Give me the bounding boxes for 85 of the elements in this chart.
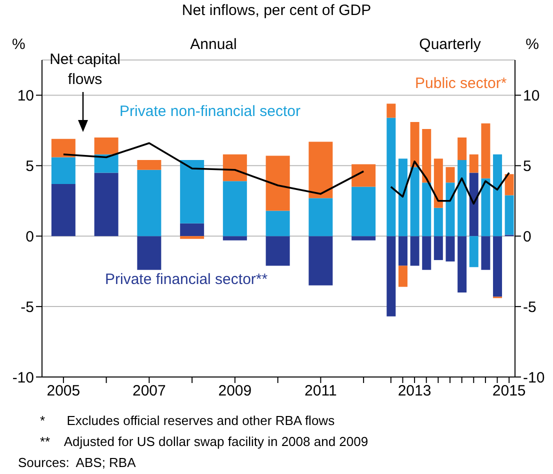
source-note: Sources: ABS; RBA bbox=[18, 455, 136, 470]
text: Private non-financial sector bbox=[118, 102, 302, 122]
y-axis-title: % bbox=[526, 36, 539, 53]
bar bbox=[410, 167, 420, 236]
x-tick-label: 2007 bbox=[132, 382, 166, 400]
x-tick-label: 2011 bbox=[304, 382, 337, 400]
bar bbox=[308, 198, 333, 236]
text: Net capital flows bbox=[48, 50, 122, 90]
x-tick-label: 2013 bbox=[398, 382, 432, 400]
bar bbox=[137, 236, 162, 270]
series-label: Public sector* bbox=[415, 74, 508, 94]
bar bbox=[493, 236, 502, 297]
bar bbox=[504, 174, 514, 196]
bar bbox=[352, 186, 376, 236]
bar bbox=[422, 129, 432, 183]
bar bbox=[51, 138, 76, 158]
text: * Excludes official reserves and other RBA flows bbox=[40, 413, 335, 428]
x-tick-label: 2015 bbox=[492, 382, 526, 400]
bar bbox=[469, 154, 478, 173]
bar bbox=[410, 236, 420, 266]
bar bbox=[308, 142, 333, 198]
bar bbox=[51, 157, 76, 184]
bar bbox=[422, 182, 432, 236]
bar bbox=[481, 178, 490, 236]
bar bbox=[386, 118, 396, 236]
line-series bbox=[390, 160, 510, 205]
line-series bbox=[62, 142, 364, 195]
y-tick-label: 10 bbox=[17, 88, 34, 105]
y-tick-label: 5 bbox=[26, 158, 34, 175]
bar bbox=[410, 122, 420, 168]
chart-subtitle: Net inflows, per cent of GDP bbox=[180, 2, 372, 19]
bar bbox=[481, 123, 490, 178]
y-tick-label: -10 bbox=[12, 369, 34, 386]
text: ** Adjusted for US dollar swap facility in 2008 and 2009 bbox=[40, 434, 368, 449]
bar bbox=[398, 158, 408, 236]
bar bbox=[386, 236, 396, 316]
bar bbox=[481, 236, 490, 270]
bar bbox=[266, 156, 290, 211]
chart-title: Quarterly bbox=[418, 36, 482, 53]
bar bbox=[469, 172, 478, 236]
bar bbox=[446, 182, 455, 236]
bar bbox=[137, 160, 162, 170]
y-axis-title: % bbox=[12, 36, 26, 53]
bar bbox=[504, 195, 514, 235]
bar bbox=[434, 236, 443, 260]
chart-title: Annual bbox=[190, 36, 237, 53]
bar bbox=[458, 236, 467, 292]
bar bbox=[434, 158, 443, 208]
bar bbox=[446, 236, 455, 262]
y-tick-label: 5 bbox=[523, 158, 532, 175]
bar bbox=[398, 266, 408, 287]
bar bbox=[493, 154, 502, 236]
bar bbox=[398, 236, 408, 266]
bar bbox=[458, 160, 467, 236]
bar bbox=[222, 236, 247, 240]
bar bbox=[458, 137, 467, 160]
bar bbox=[386, 104, 396, 118]
bar bbox=[94, 154, 118, 173]
bar bbox=[266, 236, 290, 266]
bar bbox=[222, 181, 247, 236]
y-tick-label: 0 bbox=[523, 228, 532, 246]
bar bbox=[137, 170, 162, 236]
y-tick-label: -5 bbox=[523, 298, 536, 316]
bar bbox=[94, 172, 118, 236]
bar bbox=[308, 236, 333, 286]
y-tick-label: 0 bbox=[26, 228, 34, 246]
bar bbox=[352, 164, 376, 187]
bar bbox=[352, 236, 376, 240]
bar bbox=[180, 236, 204, 239]
series-label: Private financial sector** bbox=[105, 270, 269, 290]
bar bbox=[446, 167, 455, 183]
bar bbox=[51, 184, 76, 236]
bar bbox=[469, 236, 478, 268]
bar bbox=[266, 210, 290, 236]
y-tick-label: 10 bbox=[523, 88, 540, 105]
x-tick-label: 2009 bbox=[218, 382, 252, 400]
bar bbox=[94, 137, 118, 154]
bar bbox=[434, 208, 443, 236]
y-tick-label: -5 bbox=[20, 298, 34, 316]
bar bbox=[180, 160, 204, 224]
bar bbox=[180, 223, 204, 236]
bar bbox=[422, 236, 432, 270]
bar bbox=[222, 154, 247, 182]
y-tick-label: -10 bbox=[523, 369, 545, 386]
x-tick-label: 2005 bbox=[46, 382, 80, 400]
